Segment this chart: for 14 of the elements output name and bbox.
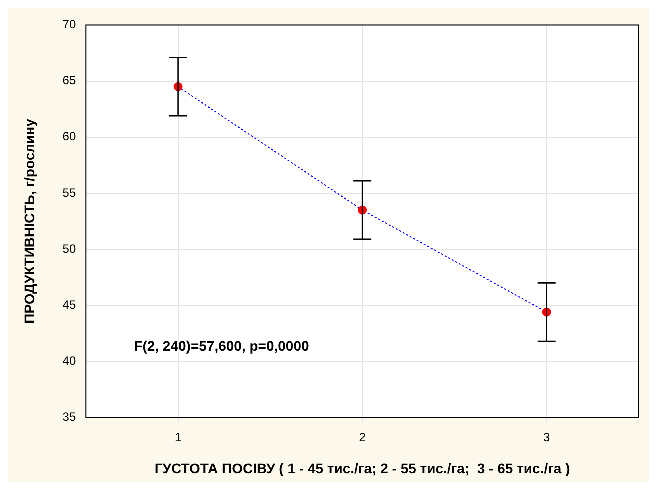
y-tick-label: 55 — [62, 186, 76, 200]
x-axis-title: ГУСТОТА ПОСІВУ ( 1 - 45 тис./га; 2 - 55 тис./га; 3 - 65 тис./га ) — [154, 460, 570, 476]
y-tick-label: 70 — [62, 18, 76, 32]
x-tick-label: 1 — [174, 430, 182, 444]
x-tick-label: 2 — [359, 430, 366, 444]
y-tick-label: 35 — [62, 410, 76, 424]
y-tick-label: 45 — [62, 298, 76, 312]
y-tick-label: 65 — [62, 74, 76, 88]
annotation: F(2, 240)=57,600, p=0,0000 — [134, 338, 310, 354]
y-tick-label: 40 — [62, 354, 76, 368]
x-tick-label: 3 — [544, 430, 551, 444]
y-axis-title: ПРОДУКТИВНІСТЬ, г/рослину — [21, 118, 38, 324]
y-tick-label: 60 — [62, 130, 76, 144]
y-tick-label: 50 — [62, 242, 76, 256]
